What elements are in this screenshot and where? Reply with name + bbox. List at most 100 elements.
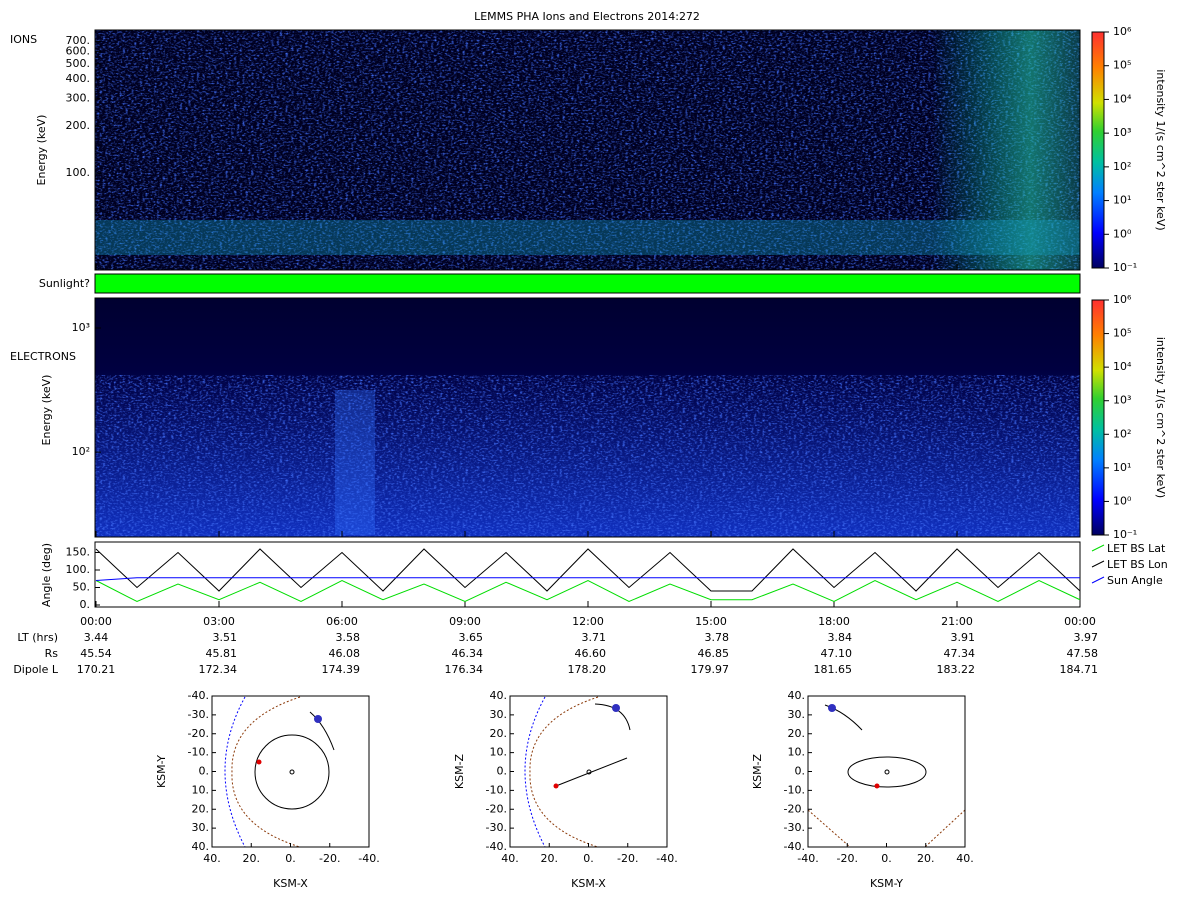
row-value: 3.91 xyxy=(951,631,976,644)
row-value: 47.34 xyxy=(944,647,976,660)
x-tick-label: 40. xyxy=(203,852,221,865)
angle-line xyxy=(95,579,1081,603)
y-tick-label: 600. xyxy=(66,45,91,58)
row-value: 3.97 xyxy=(1074,631,1099,644)
row-value: 3.51 xyxy=(213,631,238,644)
y-axis-label: Angle (deg) xyxy=(40,543,53,607)
electron-texture xyxy=(95,375,1080,537)
x-tick-label: 06:00 xyxy=(326,615,358,628)
y-tick-label: 40. xyxy=(788,689,806,702)
colorbar-tick-label: 10⁶ xyxy=(1113,25,1132,38)
y-tick-label: 0. xyxy=(497,765,508,778)
x-tick-label: 12:00 xyxy=(572,615,604,628)
colorbar-label: intensity 1/(s cm^2 ster keV) xyxy=(1154,69,1167,230)
colorbar-tick-label: 10⁰ xyxy=(1113,494,1132,507)
y-tick-label: 30. xyxy=(788,708,806,721)
legend-swatch xyxy=(1091,560,1105,568)
angle-line xyxy=(95,577,1080,581)
row-value: 3.44 xyxy=(84,631,109,644)
y-tick-label: 10. xyxy=(490,746,508,759)
y-tick-label: 50. xyxy=(73,581,91,594)
y-tick-label: -30. xyxy=(486,821,507,834)
row-value: 46.34 xyxy=(452,647,484,660)
colorbar-tick-label: 10⁴ xyxy=(1113,360,1132,373)
row-label: Rs xyxy=(45,647,59,660)
y-tick-label: -40. xyxy=(784,840,805,853)
y-tick-label: 10² xyxy=(72,445,90,458)
orbit-3-content xyxy=(807,704,966,848)
panel-label: IONS xyxy=(10,33,37,46)
y-tick-label: 10³ xyxy=(72,321,90,334)
x-axis-label: KSM-X xyxy=(571,877,606,890)
x-tick-label: 09:00 xyxy=(449,615,481,628)
y-tick-label: 150. xyxy=(66,546,91,559)
row-value: 46.85 xyxy=(698,647,730,660)
row-value: 46.08 xyxy=(329,647,361,660)
orbit-frame xyxy=(807,695,966,848)
colorbar-tick-label: 10³ xyxy=(1113,394,1131,407)
row-value: 3.65 xyxy=(459,631,484,644)
row-value: 46.60 xyxy=(575,647,607,660)
colorbar-label: intensity 1/(s cm^2 ster keV) xyxy=(1154,337,1167,498)
y-tick-label: 0. xyxy=(795,765,806,778)
y-tick-label: 700. xyxy=(66,34,91,47)
x-tick-label: 40. xyxy=(956,852,974,865)
colorbar-tick-label: 10¹ xyxy=(1113,461,1131,474)
row-value: 178.20 xyxy=(568,663,607,676)
legend-label: LET BS Lon xyxy=(1107,558,1168,571)
x-axis-label: KSM-X xyxy=(273,877,308,890)
x-tick-label: 18:00 xyxy=(818,615,850,628)
x-tick-label: 21:00 xyxy=(941,615,973,628)
row-value: 181.65 xyxy=(814,663,853,676)
x-tick-label: 20. xyxy=(917,852,935,865)
colorbar-tick-label: 10⁴ xyxy=(1113,92,1132,105)
y-tick-label: 10. xyxy=(788,746,806,759)
angle-line xyxy=(95,548,1081,592)
y-tick-label: 30. xyxy=(490,708,508,721)
y-tick-label: -10. xyxy=(486,783,507,796)
orbit-frame xyxy=(509,695,668,848)
colorbar-tick-label: 10⁰ xyxy=(1113,227,1132,240)
legend-swatch xyxy=(1091,544,1105,552)
colorbar-tick-label: 10¹ xyxy=(1113,194,1131,207)
y-tick-label: 40. xyxy=(192,840,210,853)
y-tick-label: -20. xyxy=(188,727,209,740)
x-tick-label: 00:00 xyxy=(80,615,112,628)
colorbar-tick-label: 10² xyxy=(1113,160,1131,173)
y-axis-label: Energy (keV) xyxy=(40,375,53,446)
colorbar-tick-label: 10² xyxy=(1113,427,1131,440)
legend-label: LET BS Lat xyxy=(1107,542,1166,555)
row-value: 174.39 xyxy=(322,663,361,676)
orbit-2-content xyxy=(524,696,631,848)
panel-label: ELECTRONS xyxy=(10,350,76,363)
y-tick-label: 100. xyxy=(66,563,91,576)
y-tick-label: 200. xyxy=(66,119,91,132)
ion-glow xyxy=(95,30,1080,270)
y-axis-label: Energy (keV) xyxy=(35,115,48,186)
x-tick-label: -40. xyxy=(797,852,818,865)
y-tick-label: 400. xyxy=(66,72,91,85)
y-tick-label: -20. xyxy=(486,802,507,815)
sunlight-label: Sunlight? xyxy=(39,277,90,290)
y-tick-label: 100. xyxy=(66,166,91,179)
row-value: 170.21 xyxy=(77,663,116,676)
ion-low-band xyxy=(95,220,1080,255)
row-value: 172.34 xyxy=(199,663,238,676)
y-tick-label: -40. xyxy=(486,840,507,853)
y-tick-label: 40. xyxy=(490,689,508,702)
x-tick-label: 0. xyxy=(285,852,296,865)
row-value: 45.54 xyxy=(80,647,112,660)
x-tick-label: 00:00 xyxy=(1064,615,1096,628)
x-tick-label: 03:00 xyxy=(203,615,235,628)
colorbar-tick-label: 10⁻¹ xyxy=(1113,261,1137,274)
x-tick-label: 20. xyxy=(541,852,559,865)
title: LEMMS PHA Ions and Electrons 2014:272 xyxy=(474,10,700,23)
y-axis-label: KSM-Z xyxy=(751,753,764,789)
colorbar xyxy=(1091,31,1105,269)
row-value: 47.58 xyxy=(1067,647,1099,660)
colorbar-tick-label: 10⁻¹ xyxy=(1113,528,1137,541)
sunlight-bar xyxy=(94,273,1081,294)
orbit-1-content xyxy=(224,696,335,848)
